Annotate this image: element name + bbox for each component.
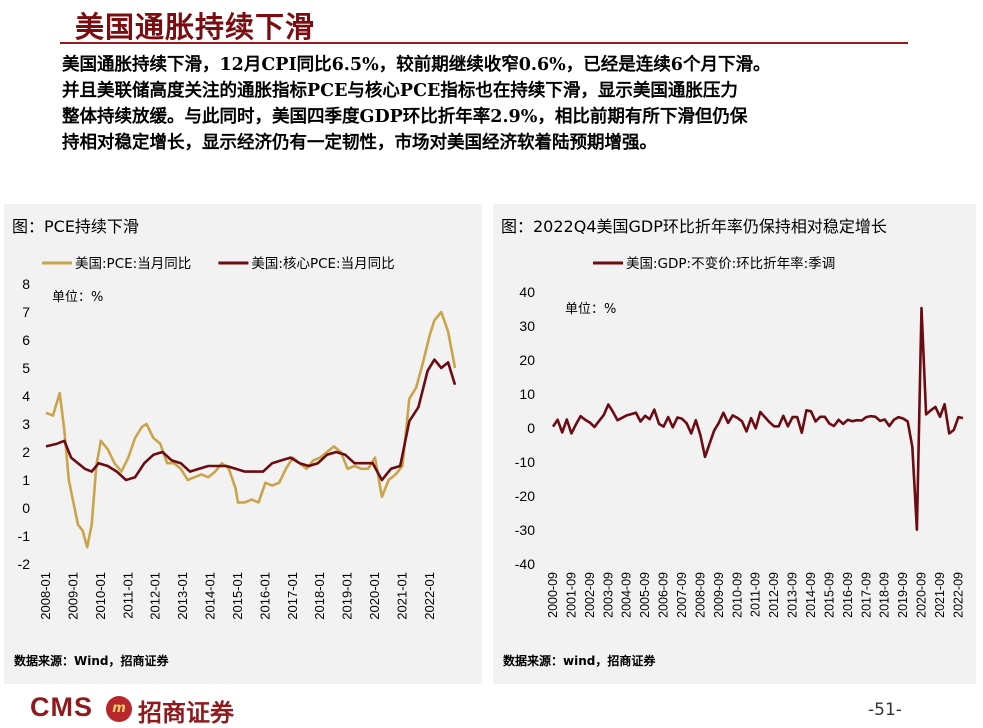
y-tick-label: -1 xyxy=(18,528,31,544)
y-tick-label: 2 xyxy=(22,444,30,460)
x-tick-label: 2013-01 xyxy=(175,572,190,620)
series-line xyxy=(45,310,457,549)
x-tick-label: 2015-01 xyxy=(230,572,245,620)
y-tick-label: -2 xyxy=(18,556,31,572)
page-title: 美国通胀持续下滑 xyxy=(75,10,316,44)
gdp-chart-source: 数据来源：wind，招商证券 xyxy=(503,654,656,668)
x-tick-label: 2016-09 xyxy=(841,572,855,618)
y-tick-label: 10 xyxy=(519,386,535,402)
x-tick-label: 2005-09 xyxy=(638,572,652,618)
pce-chart-source: 数据来源：Wind，招商证券 xyxy=(14,654,169,668)
x-tick-label: 2000-09 xyxy=(546,572,560,618)
x-tick-label: 2021-01 xyxy=(394,572,409,620)
y-tick-label: 1 xyxy=(22,472,30,488)
x-tick-label: 2008-09 xyxy=(693,572,707,618)
legend-label: 美国:核心PCE:当月同比 xyxy=(251,256,394,272)
cms-logo-text: CMS xyxy=(30,692,93,722)
x-tick-label: 2021-09 xyxy=(933,572,947,618)
x-tick-label: 2013-09 xyxy=(786,572,800,618)
series-line xyxy=(551,306,964,532)
x-tick-label: 2019-09 xyxy=(896,572,910,618)
x-tick-label: 2022-01 xyxy=(422,572,437,620)
x-tick-label: 2019-01 xyxy=(340,572,355,620)
y-tick-label: 5 xyxy=(22,360,30,376)
y-tick-label: 20 xyxy=(519,352,535,368)
y-tick-label: -10 xyxy=(515,454,535,470)
y-tick-label: -40 xyxy=(515,556,535,572)
y-tick-label: 40 xyxy=(519,284,535,300)
x-tick-label: 2004-09 xyxy=(620,572,634,618)
x-tick-label: 2022-09 xyxy=(951,572,965,618)
cms-emblem-icon: m xyxy=(106,696,132,722)
x-tick-label: 2012-09 xyxy=(767,572,781,618)
x-tick-label: 2014-01 xyxy=(203,572,218,620)
page-number: -51- xyxy=(868,700,902,720)
x-tick-label: 2010-09 xyxy=(730,572,744,618)
x-tick-label: 2002-09 xyxy=(583,572,597,618)
pce-chart-panel: 图：PCE持续下滑 -2 -1 0 1 2 3 4 5 6 7 8 2008-01 2009-01 201… xyxy=(4,204,482,684)
x-tick-label: 2003-09 xyxy=(601,572,615,618)
summary-line: 美国通胀持续下滑，12月CPI同比6.5%，较前期继续收窄0.6%，已经是连续6… xyxy=(62,55,771,75)
y-tick-label: 0 xyxy=(22,500,30,516)
y-tick-label: -30 xyxy=(515,522,535,538)
unit-label: 单位：% xyxy=(565,302,616,317)
x-tick-label: 2020-09 xyxy=(915,572,929,618)
x-tick-label: 2009-09 xyxy=(712,572,726,618)
x-tick-label: 2011-09 xyxy=(749,572,763,617)
unit-label: 单位：% xyxy=(52,290,103,305)
x-tick-label: 2018-09 xyxy=(878,572,892,618)
gdp-chart-panel: 图：2022Q4美国GDP环比折年率仍保持相对稳定增长 -40 -30 -20 -10… xyxy=(493,204,976,684)
x-tick-label: 2017-01 xyxy=(285,572,300,620)
legend-label: 美国:GDP:不变价:环比折年率:季调 xyxy=(626,255,835,272)
cms-logo-cn: 招商证券 xyxy=(138,698,234,727)
x-tick-label: 2014-09 xyxy=(804,572,818,618)
x-tick-label: 2016-01 xyxy=(257,572,272,620)
gdp-chart-title: 图：2022Q4美国GDP环比折年率仍保持相对稳定增长 xyxy=(501,217,887,236)
x-tick-label: 2009-01 xyxy=(65,572,80,620)
x-tick-label: 2018-01 xyxy=(312,572,327,620)
series-line xyxy=(45,358,457,482)
y-tick-label: 8 xyxy=(22,276,30,292)
pce-chart: -2 -1 0 1 2 3 4 5 6 7 8 2008-01 2009-01 2010-01 2011-0… xyxy=(18,256,457,620)
summary-text: 美国通胀持续下滑，12月CPI同比6.5%，较前期继续收窄0.6%，已经是连续6… xyxy=(62,52,942,156)
summary-line: 并且美联储高度关注的通胀指标PCE与核心PCE指标也在持续下滑，显示美国通胀压力 xyxy=(62,81,738,101)
legend-label: 美国:PCE:当月同比 xyxy=(75,256,191,272)
pce-chart-title: 图：PCE持续下滑 xyxy=(12,217,139,236)
y-tick-label: -20 xyxy=(515,488,535,504)
y-tick-label: 3 xyxy=(22,416,30,432)
y-tick-label: 0 xyxy=(527,420,535,436)
x-tick-label: 2007-09 xyxy=(675,572,689,618)
x-tick-label: 2012-01 xyxy=(148,572,163,620)
y-tick-label: 6 xyxy=(22,332,30,348)
x-tick-label: 2010-01 xyxy=(93,572,108,620)
x-tick-label: 2006-09 xyxy=(657,572,671,618)
summary-line: 持相对稳定增长，显示经济仍有一定韧性，市场对美国经济软着陆预期增强。 xyxy=(62,133,657,153)
y-tick-label: 4 xyxy=(22,388,30,404)
x-tick-label: 2015-09 xyxy=(822,572,836,618)
x-tick-label: 2017-09 xyxy=(859,572,873,618)
title-divider xyxy=(60,42,908,44)
gdp-chart: -40 -30 -20 -10 0 10 20 30 40 2000-09 2001-09 2002-… xyxy=(515,255,966,618)
x-tick-label: 2020-01 xyxy=(367,572,382,620)
x-tick-label: 2011-01 xyxy=(120,572,135,619)
summary-line: 整体持续放缓。与此同时，美国四季度GDP环比折年率2.9%，相比前期有所下滑但仍… xyxy=(62,107,748,127)
y-tick-label: 30 xyxy=(519,318,535,334)
y-tick-label: 7 xyxy=(22,304,30,320)
x-tick-label: 2008-01 xyxy=(38,572,53,620)
x-tick-label: 2001-09 xyxy=(564,572,578,618)
